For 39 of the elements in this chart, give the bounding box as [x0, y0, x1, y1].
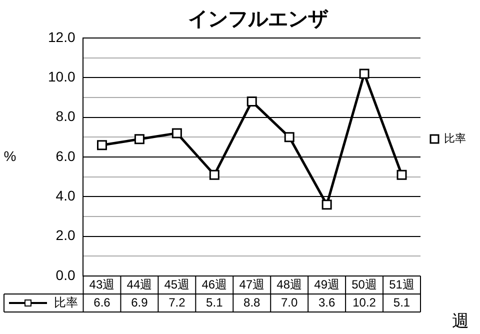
- x-tick-label: 51週: [389, 277, 414, 292]
- point: [359, 68, 370, 79]
- y-tick-label: 2.0: [56, 227, 76, 244]
- y-axis-title: %: [4, 148, 16, 164]
- point: [96, 140, 107, 150]
- chart-title: インフルエンザ: [188, 8, 329, 31]
- x-tick-label: 50週: [352, 277, 377, 292]
- x-axis-title: 週: [452, 312, 469, 331]
- data-label: 8.8: [244, 295, 261, 310]
- data-label: 5.1: [206, 295, 224, 310]
- x-tick-label: 45週: [164, 277, 190, 292]
- point: [246, 96, 257, 106]
- x-tick-label: 47週: [239, 277, 265, 292]
- data-label: 7.0: [281, 295, 298, 310]
- x-tick-label: 48週: [276, 277, 302, 292]
- legend-label: 比率: [444, 132, 466, 146]
- y-tick-label: 4.0: [56, 188, 76, 204]
- data-label: 5.1: [393, 295, 410, 310]
- point: [209, 170, 220, 180]
- point: [322, 200, 332, 210]
- x-tick-label: 46週: [202, 277, 228, 292]
- x-tick-label: 44週: [126, 277, 152, 292]
- text: 比率: [54, 295, 78, 310]
- data-label: 3.6: [318, 295, 336, 310]
- y-tick-label: 0.0: [56, 266, 76, 283]
- point: [172, 128, 182, 138]
- data-label: 7.2: [168, 295, 186, 310]
- y-tick-label: 10.0: [48, 68, 76, 85]
- data-label: 10.2: [352, 295, 376, 310]
- y-tick-label: 6.0: [56, 148, 76, 164]
- data-label: 6.6: [94, 295, 111, 310]
- point: [396, 170, 407, 180]
- point: [284, 132, 294, 142]
- y-tick-label: 12.0: [48, 28, 76, 45]
- point: [134, 134, 144, 144]
- data-label: 6.9: [131, 295, 148, 310]
- x-tick-label: 43週: [89, 277, 115, 292]
- x-tick-label: 49週: [314, 277, 340, 292]
- y-tick-label: 8.0: [56, 108, 76, 124]
